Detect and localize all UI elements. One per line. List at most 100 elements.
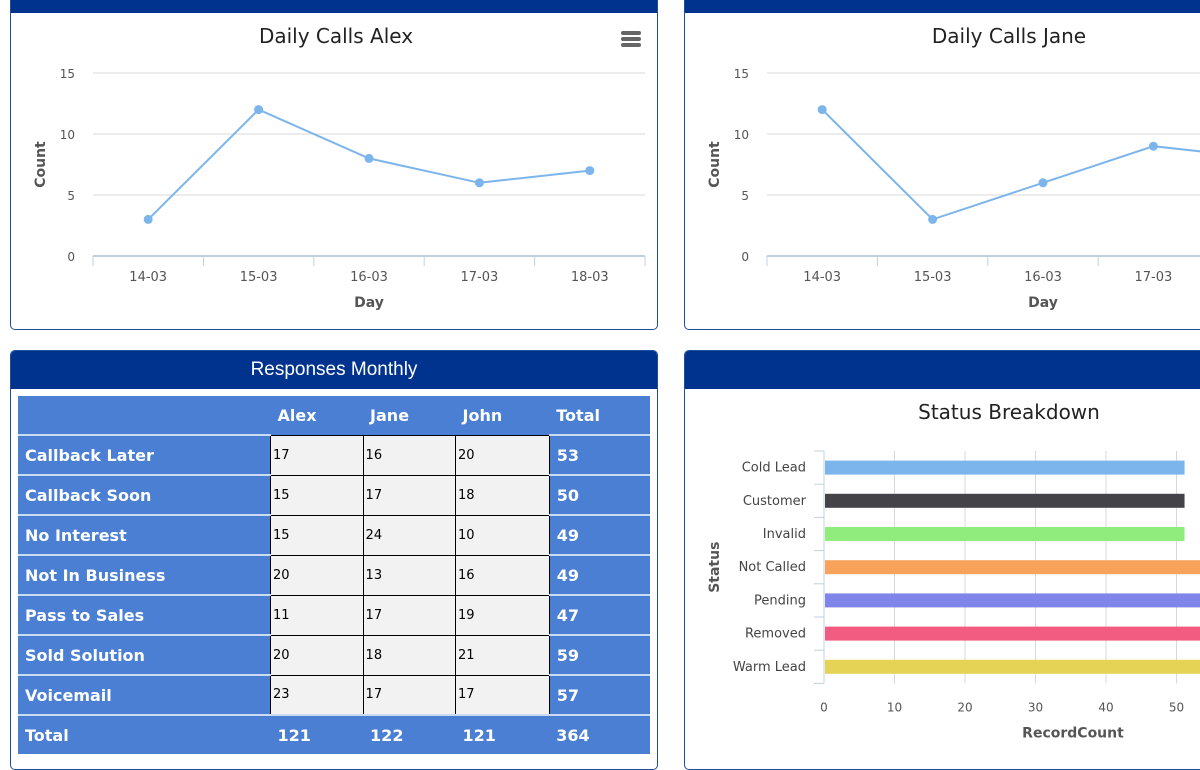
table-row: Callback Later 17 16 20 53 xyxy=(18,434,650,476)
cell-alex: 20 xyxy=(270,634,364,676)
status-breakdown-panel: Status Breakdown 0 10 20 30 40 50 Cold Lead Cust… xyxy=(684,350,1200,770)
cell-alex: 23 xyxy=(270,674,364,716)
table-row: Not In Business 20 13 16 49 xyxy=(18,554,650,596)
data-point xyxy=(1038,178,1048,188)
data-point xyxy=(1148,141,1158,151)
bar xyxy=(825,527,1185,541)
cell-john: 20 xyxy=(455,434,550,476)
x-tick-label: 14-03 xyxy=(803,270,841,285)
series-line xyxy=(821,108,1200,221)
bar xyxy=(825,460,1185,475)
row-label: Voicemail xyxy=(18,674,271,715)
y-tick-label: Customer xyxy=(743,494,807,509)
data-point xyxy=(143,214,153,224)
x-tick-label: 15-03 xyxy=(914,270,952,285)
table-row: No Interest 15 24 10 49 xyxy=(18,514,650,556)
cell-jane: 17 xyxy=(362,594,457,636)
y-tick-label: 10 xyxy=(60,128,75,142)
x-tick-label: 16-03 xyxy=(350,270,388,285)
cell-alex: 15 xyxy=(270,514,364,556)
daily-calls-alex-chart: Daily Calls Alex 0 5 10 15 14-03 15-03 16-03 17-… xyxy=(33,24,646,311)
x-tick-label: 10 xyxy=(887,700,902,714)
total-total: 364 xyxy=(549,714,650,754)
y-axis-title: Count xyxy=(33,141,49,188)
table-row: Pass to Sales 11 17 19 47 xyxy=(18,594,650,636)
total-jane: 122 xyxy=(363,714,456,754)
cell-john: 16 xyxy=(455,554,550,596)
row-total: 50 xyxy=(549,474,650,515)
row-total: 59 xyxy=(549,634,650,675)
table-row: Callback Soon 15 17 18 50 xyxy=(18,474,650,516)
row-label: Sold Solution xyxy=(18,634,271,675)
data-point xyxy=(254,105,264,115)
row-total: 47 xyxy=(549,594,650,635)
y-tick-label: Removed xyxy=(745,627,806,642)
daily-calls-jane-panel: Daily Calls Jane 0 5 10 15 14-03 15-03 16-03 17-… xyxy=(684,0,1200,330)
table-row: Sold Solution 20 18 21 59 xyxy=(18,634,650,676)
x-tick-label: 18-03 xyxy=(571,270,609,285)
x-axis-title: Day xyxy=(1028,295,1058,311)
x-tick-label: 50 xyxy=(1169,700,1184,714)
cell-john: 19 xyxy=(455,594,550,636)
cell-jane: 24 xyxy=(362,514,457,556)
chart-title: Daily Calls Jane xyxy=(932,24,1086,48)
x-axis-title: RecordCount xyxy=(1022,725,1124,741)
panel-header xyxy=(11,0,657,13)
y-tick-label: Warm Lead xyxy=(733,660,806,675)
responses-table: Alex Jane John Total Callback Later 17 16 2… xyxy=(18,396,650,754)
x-tick-label: 17-03 xyxy=(461,270,499,285)
y-tick-label: Not Called xyxy=(739,560,806,575)
column-header-jane: Jane xyxy=(363,396,456,435)
y-tick-label: 5 xyxy=(67,189,75,203)
row-total: 53 xyxy=(549,434,650,475)
cell-alex: 17 xyxy=(270,434,364,476)
bar xyxy=(825,493,1185,508)
y-tick-label: 5 xyxy=(741,189,749,203)
hamburger-menu-icon[interactable] xyxy=(621,31,641,49)
bar xyxy=(825,659,1200,674)
y-tick-label: 15 xyxy=(734,67,749,81)
cell-jane: 17 xyxy=(362,674,457,716)
x-tick-label: 17-03 xyxy=(1135,270,1173,285)
x-tick-label: 20 xyxy=(957,700,972,714)
bar xyxy=(825,593,1200,608)
cell-alex: 15 xyxy=(270,474,364,516)
cell-jane: 17 xyxy=(362,474,457,516)
x-tick-label: 15-03 xyxy=(240,270,278,285)
data-point xyxy=(364,153,374,163)
cell-alex: 20 xyxy=(270,554,364,596)
row-total: 49 xyxy=(549,554,650,595)
daily-calls-alex-panel: Daily Calls Alex 0 5 10 15 14-03 15-03 16-03 17-… xyxy=(10,0,658,330)
cell-jane: 16 xyxy=(362,434,457,476)
cell-alex: 11 xyxy=(270,594,364,636)
bar xyxy=(825,626,1200,641)
responses-monthly-title: Responses Monthly xyxy=(11,351,657,389)
column-header-john: John xyxy=(455,396,550,435)
chart-title: Status Breakdown xyxy=(918,400,1100,424)
table-row: Voicemail 23 17 17 57 xyxy=(18,674,650,716)
row-label: No Interest xyxy=(18,514,271,555)
cell-jane: 18 xyxy=(362,634,457,676)
panel-header xyxy=(685,351,1200,389)
bar xyxy=(825,560,1200,575)
y-tick-label: Pending xyxy=(754,593,806,608)
y-tick-label: Invalid xyxy=(763,527,806,542)
row-label: Not In Business xyxy=(18,554,271,595)
y-axis-title: Count xyxy=(707,141,723,188)
data-point xyxy=(585,166,595,176)
panel-header xyxy=(685,0,1200,13)
series-line xyxy=(147,108,590,221)
cell-john: 10 xyxy=(455,514,550,556)
daily-calls-jane-chart: Daily Calls Jane 0 5 10 15 14-03 15-03 16-03 17-… xyxy=(707,24,1200,311)
column-header-alex: Alex xyxy=(270,396,364,435)
x-tick-label: 16-03 xyxy=(1024,270,1062,285)
status-breakdown-chart: Status Breakdown 0 10 20 30 40 50 Cold Lead Cust… xyxy=(707,400,1200,741)
responses-monthly-panel: Responses Monthly Alex Jane John Total C… xyxy=(10,350,658,770)
total-john: 121 xyxy=(455,714,550,754)
x-tick-label: 30 xyxy=(1028,700,1043,714)
table-header-row: Alex Jane John Total xyxy=(18,396,650,435)
column-header-label xyxy=(18,396,271,435)
cell-john: 18 xyxy=(455,474,550,516)
x-axis-title: Day xyxy=(354,295,384,311)
y-tick-label: 15 xyxy=(60,67,75,81)
